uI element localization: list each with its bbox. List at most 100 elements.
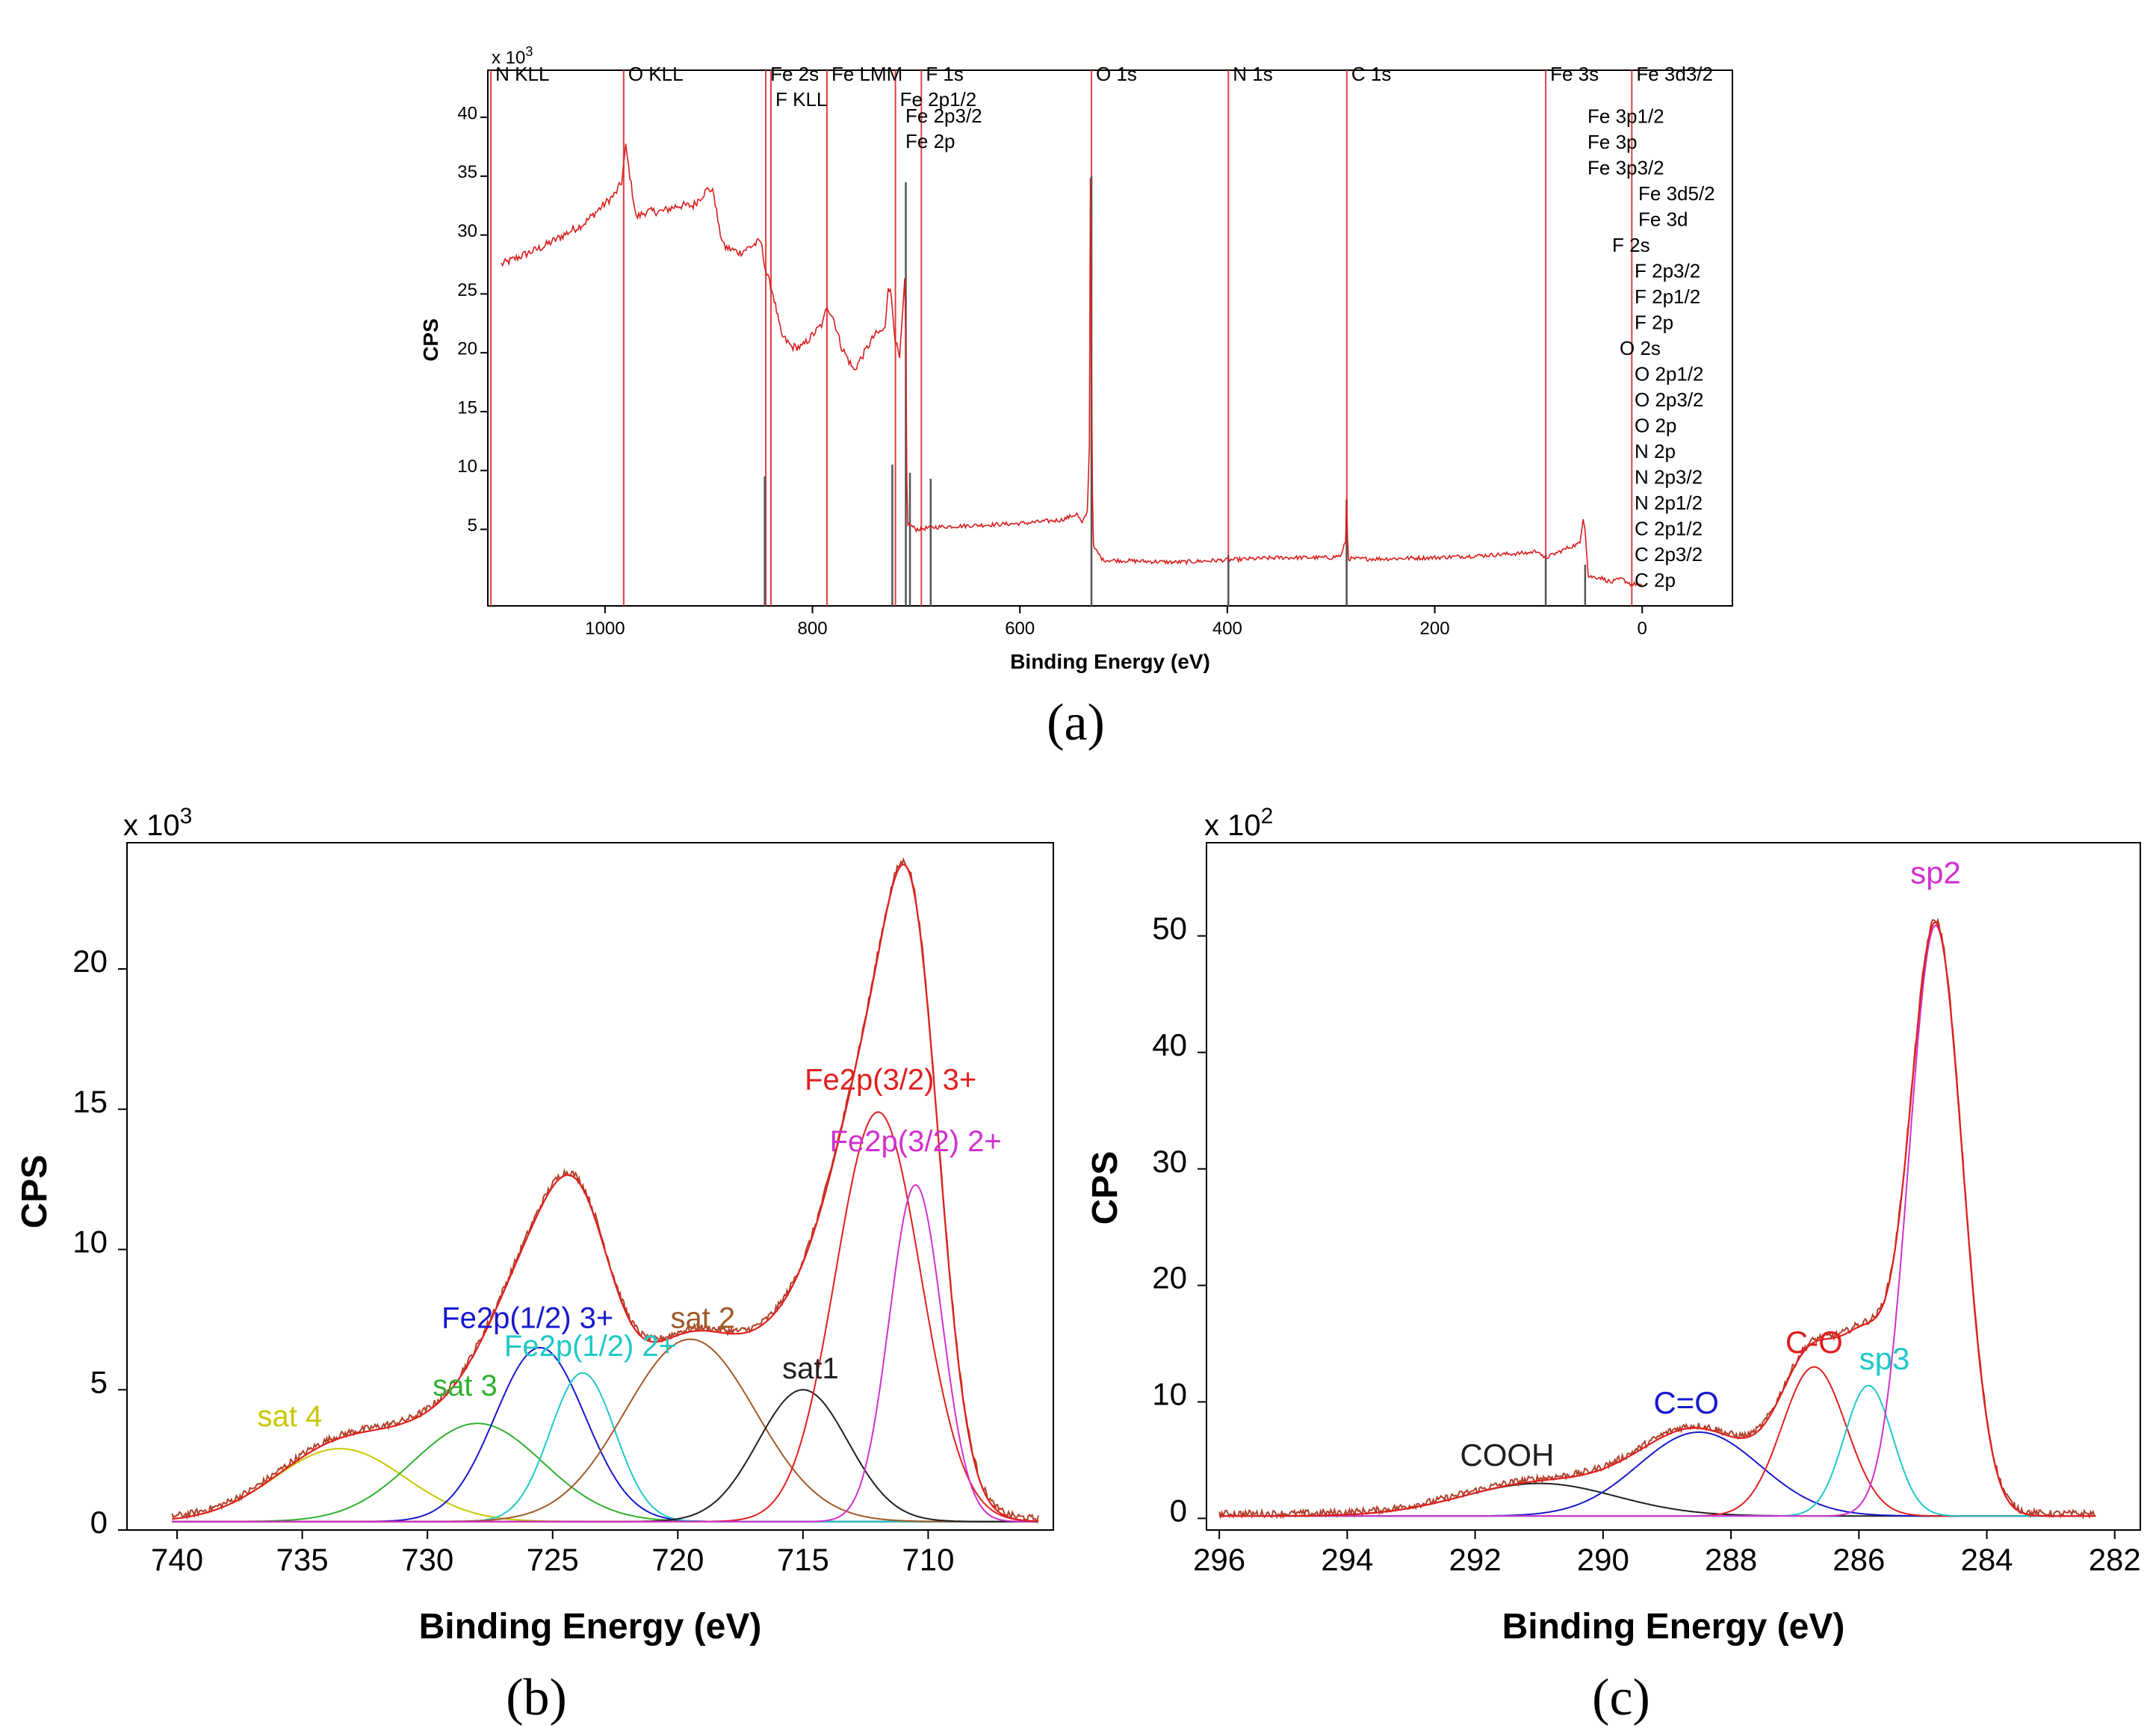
peak-reference-bars: [763, 176, 1587, 606]
y-tick-label-c-0: 0: [1170, 1493, 1187, 1529]
component-label-6: Fe2p(3/2) 3+: [805, 1063, 976, 1096]
x-axis-label-c: Binding Energy (eV): [1502, 1607, 1845, 1647]
x-tick-label-c-4: 288: [1705, 1542, 1757, 1577]
stack-label-5: Fe 3d5/2: [1638, 182, 1715, 205]
peak-label-3: F KLL: [775, 88, 827, 111]
y-tick-label-a-4: 25: [457, 280, 477, 300]
component-label-1: sat 3: [433, 1369, 498, 1402]
y-tick-label-b-2: 10: [72, 1224, 108, 1260]
component-label-2: C-O: [1785, 1325, 1843, 1360]
peak-label-11: Fe 3d3/2: [1636, 63, 1713, 85]
x-tick-label-a-1: 800: [798, 619, 828, 639]
stack-label-7: F 2s: [1612, 234, 1650, 256]
x-tick-label-b-3: 725: [527, 1542, 579, 1577]
peak-label-5: Fe 2p1/2: [900, 88, 977, 111]
x-tick-label-a-3: 400: [1212, 619, 1242, 639]
peak-label-0: N KLL: [495, 63, 549, 85]
envelope-c: [1218, 917, 2096, 1520]
x-tick-label-b-0: 740: [151, 1542, 203, 1577]
x-tick-label-b-2: 730: [401, 1542, 453, 1577]
component-labels-b: sat 4 sat 3 Fe2p(1/2) 3+Fe2p(1/2) 2+sat 2 s…: [257, 1063, 1001, 1433]
y-tick-label-b-3: 15: [72, 1084, 108, 1119]
x-tick-label-c-2: 292: [1449, 1542, 1502, 1577]
peak-label-9: C 1s: [1351, 63, 1391, 85]
y-tick-label-a-5: 30: [457, 221, 477, 241]
x-tick-label-c-1: 294: [1321, 1542, 1373, 1577]
plot-frame-a: [487, 69, 1733, 607]
x-tick-label-a-4: 200: [1420, 619, 1450, 639]
stack-label-20: C 2p: [1635, 569, 1676, 592]
stack-label-1: Fe 2p: [905, 130, 955, 152]
component-label-0: COOH: [1460, 1437, 1554, 1472]
stack-label-0: Fe 2p3/2: [905, 105, 982, 127]
x-tick-label-a-2: 600: [1005, 619, 1035, 639]
x-tick-label-b-1: 735: [276, 1542, 329, 1577]
panel-label-b: (b): [506, 1669, 567, 1727]
y-tick-label-a-6: 35: [457, 162, 477, 182]
component-label-5: sat1: [782, 1352, 839, 1385]
y-multiplier-c: x 102: [1204, 804, 1273, 842]
stack-label-4: Fe 3p3/2: [1587, 157, 1664, 179]
y-tick-label-a-1: 10: [457, 456, 477, 477]
x-tick-label-a-5: 0: [1638, 619, 1647, 639]
peak-label-7: O 1s: [1096, 63, 1137, 85]
axes-b: 740 735 730 725 720 715 710 0 5 10 15 20: [72, 944, 954, 1577]
stack-label-9: F 2p1/2: [1635, 285, 1700, 308]
x-tick-label-c-6: 284: [1960, 1542, 2013, 1577]
component-label-1: C=O: [1653, 1385, 1719, 1420]
stack-label-13: O 2p3/2: [1635, 388, 1704, 411]
y-axis-label-a: CPS: [419, 318, 442, 362]
stack-label-6: Fe 3d: [1638, 208, 1688, 231]
component-label-3: Fe2p(1/2) 2+: [504, 1330, 676, 1363]
peak-label-4: Fe LMM: [831, 63, 902, 85]
x-tick-label-a-0: 1000: [585, 619, 625, 639]
stack-label-14: O 2p: [1635, 415, 1676, 437]
component-label-4: sat 2: [670, 1302, 735, 1335]
peak-label-6: F 1s: [926, 63, 964, 85]
fit-components-b: [172, 1111, 1038, 1523]
stack-label-12: O 2p1/2: [1635, 363, 1704, 385]
stack-label-18: C 2p1/2: [1635, 518, 1703, 540]
stack-label-17: N 2p1/2: [1635, 492, 1703, 514]
y-tick-label-a-2: 15: [457, 397, 477, 418]
stack-label-15: N 2p: [1635, 440, 1676, 462]
plot-frame-b: [126, 842, 1054, 1531]
stack-label-16: N 2p3/2: [1635, 466, 1703, 489]
x-tick-label-b-6: 710: [902, 1542, 954, 1577]
x-tick-label-c-5: 286: [1833, 1542, 1885, 1577]
axes-a: 1000 800 600 400 200 0 5 10 15 20 25 30 35 40: [457, 103, 1647, 639]
x-axis-label-a: Binding Energy (eV): [1010, 650, 1210, 673]
y-tick-label-a-0: 5: [468, 515, 477, 536]
component-labels-c: COOH C=O C-O sp3 sp2: [1460, 855, 1960, 1473]
y-tick-label-c-2: 20: [1152, 1260, 1187, 1295]
survey-curve-group: [501, 143, 1643, 588]
x-tick-label-b-5: 715: [777, 1542, 829, 1577]
y-multiplier-a: x 103: [492, 44, 533, 68]
panel-label-c: (c): [1592, 1669, 1650, 1727]
x-tick-label-b-4: 720: [651, 1542, 704, 1577]
stack-label-8: F 2p3/2: [1635, 260, 1700, 282]
y-tick-label-a-3: 20: [457, 339, 477, 359]
component-label-0: sat 4: [257, 1400, 322, 1433]
x-tick-label-c-7: 282: [2089, 1542, 2141, 1577]
x-tick-label-c-0: 296: [1193, 1542, 1245, 1577]
y-tick-label-b-1: 5: [90, 1364, 108, 1399]
y-axis-label-b: CPS: [15, 1155, 55, 1229]
fe2p-chart: 740 735 730 725 720 715 710 0 5 10 15 20 sat 4 sat 3…: [15, 804, 1054, 1727]
y-tick-label-c-1: 10: [1152, 1377, 1187, 1412]
stack-label-11: O 2s: [1620, 337, 1661, 359]
plot-frame-c: [1206, 842, 2141, 1531]
fit-envelope-b: [172, 864, 1038, 1523]
component-curve-7: [172, 1184, 1038, 1523]
peak-label-1: O KLL: [628, 63, 684, 85]
stack-label-3: Fe 3p: [1587, 131, 1638, 153]
component-label-7: Fe2p(3/2) 2+: [830, 1125, 1002, 1158]
stacked-peak-labels: Fe 2p3/2 Fe 2p Fe 3p1/2 Fe 3p Fe 3p3/2 Fe 3d5…: [905, 105, 1715, 592]
stack-label-19: C 2p3/2: [1635, 543, 1703, 566]
component-label-3: sp3: [1859, 1341, 1910, 1376]
x-tick-label-c-3: 290: [1577, 1542, 1629, 1577]
axes-c: 296 294 292 290 288 286 284 282 0 10 20 30 40 50: [1152, 911, 2141, 1577]
component-label-2: Fe2p(1/2) 3+: [442, 1302, 613, 1335]
